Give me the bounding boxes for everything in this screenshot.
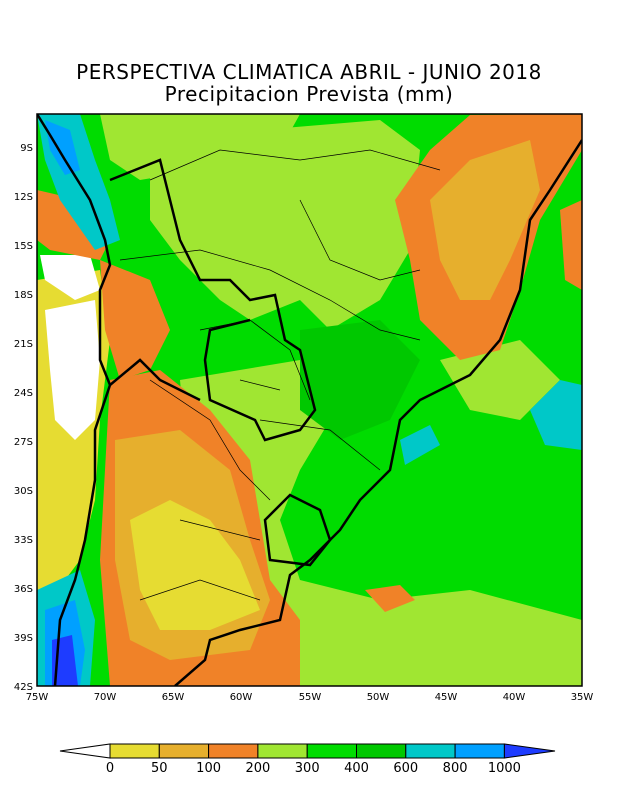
lon-tick: 55W <box>299 692 322 703</box>
colorbar-legend: 0 50 100 200 300 400 600 800 1000 <box>59 743 556 776</box>
map-frame <box>36 113 583 687</box>
field-600-800-atlantic <box>530 380 582 450</box>
field-200-300-central <box>150 120 420 330</box>
colorbar-swatch <box>454 743 505 759</box>
colorbar-label: 300 <box>295 761 320 776</box>
lat-axis: 9S 12S 15S 18S 21S 24S 27S 30S 33S 36S 3… <box>14 143 33 693</box>
field-none-peru <box>40 255 100 300</box>
colorbar-label: 0 <box>106 761 114 776</box>
lat-tick: 9S <box>20 143 33 154</box>
field-600-800-coast <box>400 425 440 465</box>
field-0-50-argentina <box>130 500 260 630</box>
colorbar-swatch <box>109 743 160 759</box>
lat-tick: 33S <box>14 535 33 546</box>
lon-tick: 60W <box>230 692 253 703</box>
lon-tick: 70W <box>94 692 117 703</box>
field-100-200-atlantic <box>365 585 415 612</box>
field-200-300-coast <box>440 340 560 420</box>
colorbar-label: 400 <box>344 761 369 776</box>
colorbar-label: 800 <box>443 761 468 776</box>
political-borders <box>119 149 441 601</box>
colorbar-label: 600 <box>393 761 418 776</box>
colorbar-swatch <box>405 743 456 759</box>
lat-tick: 39S <box>14 633 33 644</box>
field-100-200-eastcoast <box>560 200 582 290</box>
lat-tick: 24S <box>14 388 33 399</box>
coastline-and-country-borders <box>37 114 582 686</box>
field-800-1000-northwest <box>45 120 80 175</box>
lat-tick: 30S <box>14 486 33 497</box>
colorbar-swatch <box>306 743 358 759</box>
colorbar-swatch-below <box>59 743 111 759</box>
precipitation-field <box>37 114 582 686</box>
field-none-atacama <box>45 300 100 440</box>
field-50-100-northeast <box>430 140 540 300</box>
lon-tick: 35W <box>571 692 594 703</box>
colorbar-label: 50 <box>151 761 168 776</box>
colorbar-label: 100 <box>196 761 221 776</box>
lon-tick: 50W <box>367 692 390 703</box>
lat-tick: 27S <box>14 437 33 448</box>
colorbar-swatch <box>158 743 210 759</box>
field-100-200-andes <box>100 260 170 380</box>
lon-tick: 75W <box>26 692 49 703</box>
colorbar-swatch <box>356 743 407 759</box>
lon-tick: 40W <box>503 692 526 703</box>
map-subtitle: Precipitacion Prevista (mm) <box>164 82 454 106</box>
lat-tick: 42S <box>14 682 33 693</box>
lat-tick: 36S <box>14 584 33 595</box>
lat-tick: 15S <box>14 241 33 252</box>
field-400-600-dark <box>300 320 420 440</box>
lat-tick: 21S <box>14 339 33 350</box>
colorbar-swatch-above <box>503 743 556 759</box>
colorbar-label: 200 <box>245 761 270 776</box>
colorbar-label: 1000 <box>488 761 521 776</box>
colorbar-swatch <box>208 743 259 759</box>
lat-tick: 12S <box>14 192 33 203</box>
colorbar-swatch <box>257 743 308 759</box>
lon-axis: 75W 70W 65W 60W 55W 50W 45W 40W 35W <box>26 692 594 703</box>
lon-tick: 45W <box>435 692 458 703</box>
lat-tick: 18S <box>14 290 33 301</box>
lon-tick: 65W <box>162 692 185 703</box>
map-title: PERSPECTIVA CLIMATICA ABRIL - JUNIO 2018 <box>76 60 542 84</box>
